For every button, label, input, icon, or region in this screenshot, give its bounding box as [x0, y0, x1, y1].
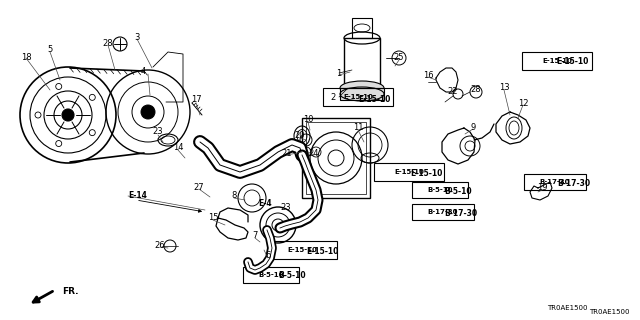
Circle shape: [62, 109, 74, 121]
Bar: [302, 118, 370, 198]
Text: 3: 3: [134, 33, 140, 42]
Text: 20: 20: [295, 132, 305, 140]
Bar: [340, 88, 384, 100]
Text: 17: 17: [191, 95, 202, 105]
Text: 13: 13: [499, 84, 509, 92]
Text: E-15-10: E-15-10: [410, 169, 442, 178]
Bar: [352, 18, 372, 38]
Text: TR0AE1500: TR0AE1500: [547, 305, 588, 311]
Bar: [243, 267, 299, 283]
Text: B-17-30: B-17-30: [557, 179, 590, 188]
Bar: [267, 241, 337, 259]
Text: E-4: E-4: [258, 199, 271, 209]
Bar: [374, 163, 444, 181]
Text: 15: 15: [208, 213, 218, 222]
Text: E-15-10: E-15-10: [394, 169, 424, 175]
Bar: [344, 38, 380, 88]
Text: 27: 27: [194, 182, 204, 191]
Text: 25: 25: [394, 53, 404, 62]
Text: 28: 28: [102, 38, 113, 47]
Bar: [522, 52, 592, 70]
Text: B-5-10: B-5-10: [259, 272, 284, 278]
Text: E-15-10: E-15-10: [343, 94, 373, 100]
Text: 23: 23: [281, 203, 291, 212]
Bar: [306, 122, 366, 194]
Text: B-5-10: B-5-10: [428, 187, 452, 193]
Ellipse shape: [340, 81, 384, 95]
Text: 18: 18: [20, 53, 31, 62]
Text: 4: 4: [140, 68, 146, 76]
Text: FR.: FR.: [62, 287, 79, 297]
Text: 2: 2: [330, 92, 335, 101]
Text: 23: 23: [153, 127, 163, 137]
Text: TR0AE1500: TR0AE1500: [589, 309, 630, 315]
Text: 22: 22: [448, 86, 458, 95]
Text: 19: 19: [537, 183, 547, 193]
Text: 6: 6: [266, 252, 271, 260]
Text: 24: 24: [308, 148, 319, 157]
Text: 8: 8: [231, 191, 237, 201]
Bar: [412, 182, 468, 198]
Text: 11: 11: [353, 124, 364, 132]
Text: E-15-10: E-15-10: [556, 58, 588, 67]
Text: 5: 5: [47, 45, 52, 54]
Text: 14: 14: [173, 143, 183, 153]
Bar: [524, 174, 586, 190]
Text: 26: 26: [155, 241, 165, 250]
Text: E-15-10: E-15-10: [358, 94, 390, 103]
Text: B-17-30: B-17-30: [428, 209, 458, 215]
Text: E-15-10: E-15-10: [306, 246, 339, 255]
Text: B-5-10: B-5-10: [444, 187, 472, 196]
Circle shape: [141, 105, 155, 119]
Text: E-14: E-14: [128, 191, 147, 201]
Text: 16: 16: [422, 70, 433, 79]
Text: 1: 1: [337, 68, 342, 77]
Text: 28: 28: [470, 85, 481, 94]
Text: 21: 21: [282, 148, 292, 157]
Bar: [323, 88, 393, 106]
Text: B-17-30: B-17-30: [540, 179, 570, 185]
Text: 10: 10: [303, 116, 313, 124]
Text: 12: 12: [518, 99, 528, 108]
Text: E-15-10: E-15-10: [287, 247, 317, 253]
Text: B-5-10: B-5-10: [278, 271, 306, 281]
Text: B-17-30: B-17-30: [444, 210, 477, 219]
Text: E-15-10: E-15-10: [542, 58, 572, 64]
Text: 9: 9: [470, 123, 476, 132]
Bar: [412, 204, 474, 220]
Text: 7: 7: [252, 231, 258, 241]
